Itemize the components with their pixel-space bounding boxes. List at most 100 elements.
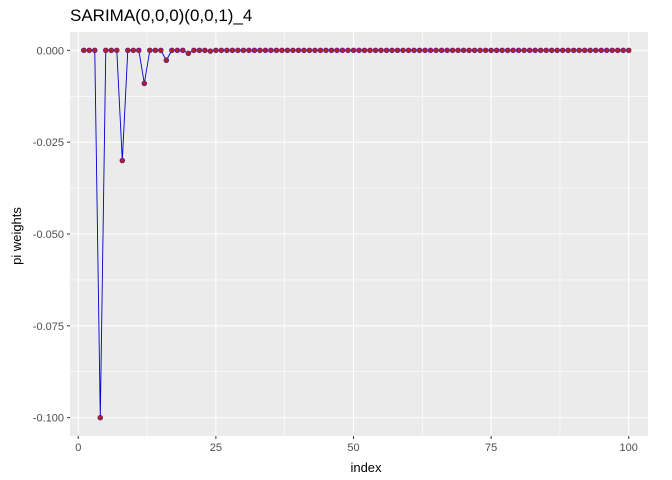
data-point <box>620 47 626 54</box>
data-point <box>548 47 555 54</box>
data-point <box>86 47 93 54</box>
data-point <box>367 47 373 54</box>
x-tick-label: 50 <box>347 442 359 454</box>
data-point <box>240 47 247 54</box>
data-point <box>279 47 285 54</box>
data-point <box>614 47 621 54</box>
data-point <box>306 47 313 54</box>
data-point <box>488 47 494 54</box>
data-point <box>169 47 175 54</box>
data-point <box>427 47 434 54</box>
data-point <box>493 47 500 54</box>
data-point <box>97 414 104 421</box>
data-point <box>339 47 346 54</box>
data-point <box>543 47 549 54</box>
data-point <box>411 47 417 54</box>
x-tick-label: 100 <box>620 442 638 454</box>
data-point <box>438 47 445 54</box>
chart-title: SARIMA(0,0,0)(0,0,1)_4 <box>70 6 252 25</box>
y-axis: 0.000 -0.025 -0.050 -0.075 -0.100 <box>33 45 70 425</box>
data-point <box>449 47 456 54</box>
data-point <box>152 47 159 54</box>
data-point <box>141 80 148 87</box>
x-axis: 0 25 50 75 100 <box>75 436 638 454</box>
data-point <box>603 47 610 54</box>
data-point <box>125 47 131 54</box>
data-point <box>158 47 164 54</box>
data-point <box>114 47 120 54</box>
data-point <box>130 47 137 54</box>
data-point <box>174 47 181 54</box>
data-point <box>119 157 126 164</box>
y-tick-label: -0.075 <box>33 321 64 333</box>
data-point <box>576 47 582 54</box>
y-tick-label: -0.025 <box>33 137 64 149</box>
data-point <box>625 47 632 54</box>
data-point <box>356 47 362 54</box>
data-point <box>570 47 577 54</box>
data-point <box>592 47 599 54</box>
data-point <box>466 47 472 54</box>
data-point <box>136 47 142 54</box>
data-point <box>394 47 401 54</box>
data-point <box>257 47 263 54</box>
data-point <box>345 47 351 54</box>
data-point <box>235 47 241 54</box>
data-point <box>213 47 219 54</box>
data-point <box>433 47 439 54</box>
data-point <box>246 47 252 54</box>
data-point <box>400 47 406 54</box>
data-point <box>598 47 604 54</box>
data-point <box>312 47 318 54</box>
data-point <box>521 47 527 54</box>
data-point <box>251 47 258 54</box>
data-point <box>422 47 428 54</box>
data-point <box>537 47 544 54</box>
data-point <box>554 47 560 54</box>
data-point <box>262 47 269 54</box>
data-point <box>301 47 307 54</box>
x-axis-title: index <box>350 460 382 475</box>
y-tick-label: -0.050 <box>33 229 64 241</box>
data-point <box>224 47 230 54</box>
data-point <box>499 47 505 54</box>
data-point <box>207 48 214 54</box>
data-point <box>565 47 571 54</box>
data-point <box>526 47 533 54</box>
data-point <box>581 47 588 54</box>
data-point <box>559 47 566 54</box>
data-point <box>334 47 340 54</box>
data-point <box>81 47 87 54</box>
data-point <box>477 47 483 54</box>
data-point <box>317 47 324 54</box>
y-tick-label: 0.000 <box>36 45 64 57</box>
data-point <box>328 47 335 54</box>
x-tick-label: 0 <box>75 442 81 454</box>
data-point <box>372 47 379 54</box>
data-point <box>389 47 395 54</box>
data-point <box>416 47 423 54</box>
data-point <box>273 47 280 54</box>
data-point <box>350 47 357 54</box>
data-point <box>532 47 538 54</box>
data-point <box>471 47 478 54</box>
data-point <box>405 47 412 54</box>
data-point <box>108 47 115 54</box>
data-point <box>378 47 384 54</box>
data-point <box>510 47 516 54</box>
data-point <box>180 47 186 54</box>
data-point <box>482 47 489 54</box>
x-tick-label: 75 <box>485 442 497 454</box>
data-point <box>92 47 98 54</box>
data-point <box>455 47 461 54</box>
data-point <box>191 47 197 54</box>
data-point <box>587 47 593 54</box>
series-line <box>83 49 629 418</box>
data-point <box>185 50 192 57</box>
data-point <box>504 47 511 54</box>
data-point <box>444 47 450 54</box>
data-point <box>284 47 291 54</box>
data-point <box>196 47 203 54</box>
data-point <box>103 47 109 54</box>
series-line-group <box>83 49 629 418</box>
